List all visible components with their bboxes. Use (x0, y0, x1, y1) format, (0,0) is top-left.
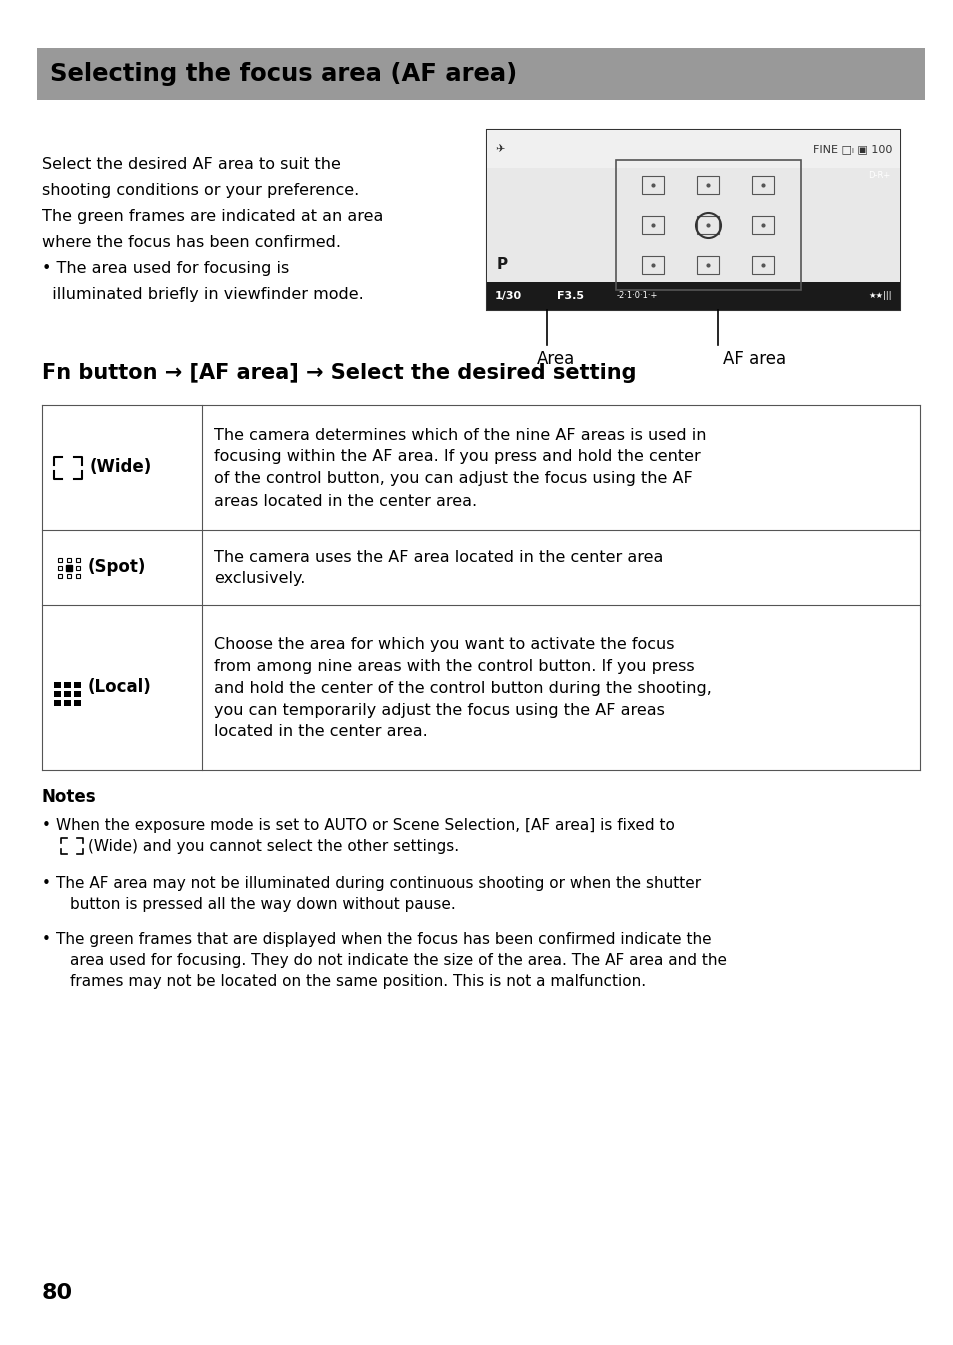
Bar (641, 217, 664, 234)
Bar (54, 690, 61, 697)
Text: • The area used for focusing is: • The area used for focusing is (42, 261, 289, 276)
Bar (641, 176, 664, 194)
Bar (74, 690, 81, 697)
Bar (752, 217, 774, 234)
Text: AF area: AF area (722, 350, 786, 369)
Text: Area: Area (537, 350, 575, 369)
Text: frames may not be located on the same position. This is not a malfunction.: frames may not be located on the same po… (70, 974, 645, 989)
Bar (697, 176, 719, 194)
Text: FINE □ₗ ▣ 100: FINE □ₗ ▣ 100 (812, 144, 891, 153)
Text: 80: 80 (42, 1283, 73, 1303)
Text: Selecting the focus area (AF area): Selecting the focus area (AF area) (50, 62, 517, 86)
Bar (486, 282, 899, 309)
Bar (752, 176, 774, 194)
Text: of the control button, you can adjust the focus using the AF: of the control button, you can adjust th… (213, 472, 692, 487)
Text: (Wide): (Wide) (90, 459, 152, 476)
Text: Notes: Notes (42, 788, 96, 806)
Text: ✈: ✈ (495, 144, 504, 153)
Text: Select the desired AF area to suit the: Select the desired AF area to suit the (42, 157, 340, 172)
Bar (641, 256, 664, 274)
Text: When the exposure mode is set to AUTO or Scene Selection, [AF area] is fixed to: When the exposure mode is set to AUTO or… (56, 818, 674, 833)
Text: area used for focusing. They do not indicate the size of the area. The AF area a: area used for focusing. They do not indi… (70, 954, 726, 968)
Bar (697, 256, 719, 274)
Text: Choose the area for which you want to activate the focus: Choose the area for which you want to ac… (213, 636, 674, 651)
Text: (Local): (Local) (88, 678, 152, 697)
Bar (54, 699, 61, 706)
Text: The green frames that are displayed when the focus has been confirmed indicate t: The green frames that are displayed when… (56, 932, 711, 947)
Text: F3.5: F3.5 (557, 291, 583, 301)
Text: and hold the center of the control button during the shooting,: and hold the center of the control butto… (213, 681, 711, 695)
Text: D-R+: D-R+ (867, 171, 889, 179)
Bar (74, 699, 81, 706)
Bar (486, 130, 899, 168)
Text: The AF area may not be illuminated during continuous shooting or when the shutte: The AF area may not be illuminated durin… (56, 876, 700, 890)
Text: The camera determines which of the nine AF areas is used in: The camera determines which of the nine … (213, 428, 706, 443)
Bar (64, 690, 71, 697)
Text: you can temporarily adjust the focus using the AF areas: you can temporarily adjust the focus usi… (213, 702, 664, 717)
Bar (697, 217, 719, 234)
Text: where the focus has been confirmed.: where the focus has been confirmed. (42, 235, 340, 250)
Text: •: • (42, 818, 51, 833)
Text: The green frames are indicated at an area: The green frames are indicated at an are… (42, 208, 383, 225)
Bar (616, 160, 801, 291)
Text: exclusively.: exclusively. (213, 572, 305, 586)
Text: shooting conditions or your preference.: shooting conditions or your preference. (42, 183, 359, 198)
Text: The camera uses the AF area located in the center area: The camera uses the AF area located in t… (213, 550, 662, 565)
Text: illuminated briefly in viewfinder mode.: illuminated briefly in viewfinder mode. (42, 286, 363, 303)
Bar (486, 168, 899, 282)
Bar (74, 682, 81, 687)
Bar (37, 48, 924, 100)
Bar (486, 130, 899, 309)
Bar (64, 699, 71, 706)
Text: button is pressed all the way down without pause.: button is pressed all the way down witho… (70, 897, 456, 912)
Bar (64, 682, 71, 687)
Text: ★★|||: ★★||| (867, 292, 891, 300)
Text: (Spot): (Spot) (88, 558, 146, 577)
Bar (862, 168, 895, 182)
Text: (Wide) and you cannot select the other settings.: (Wide) and you cannot select the other s… (88, 839, 458, 854)
Text: areas located in the center area.: areas located in the center area. (213, 494, 476, 508)
Text: from among nine areas with the control button. If you press: from among nine areas with the control b… (213, 659, 694, 674)
Text: focusing within the AF area. If you press and hold the center: focusing within the AF area. If you pres… (213, 449, 700, 464)
Text: 1/30: 1/30 (495, 291, 521, 301)
Text: •: • (42, 876, 51, 890)
Bar (752, 256, 774, 274)
Text: -2·1·0·1·+: -2·1·0·1·+ (617, 292, 658, 300)
Bar (54, 682, 61, 687)
Text: P: P (497, 257, 508, 272)
Text: Fn button → [AF area] → Select the desired setting: Fn button → [AF area] → Select the desir… (42, 363, 636, 383)
Text: located in the center area.: located in the center area. (213, 725, 427, 740)
Text: •: • (42, 932, 51, 947)
